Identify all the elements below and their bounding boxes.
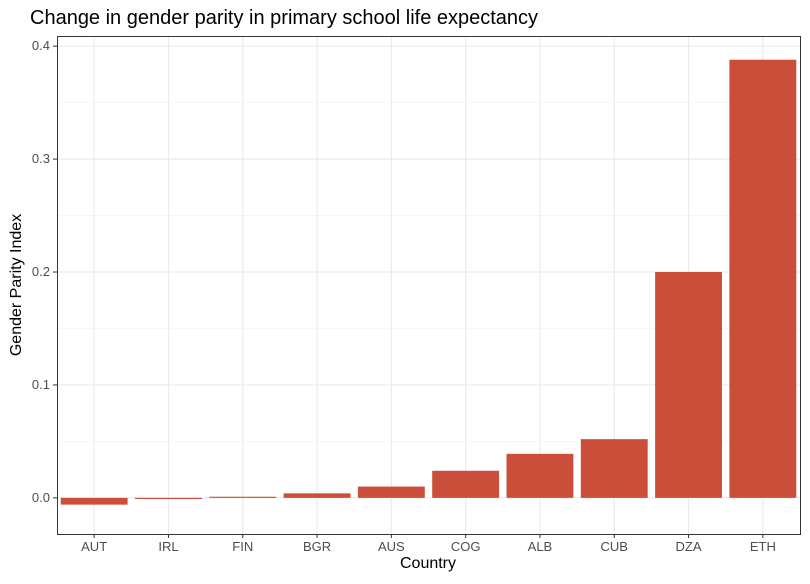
bar-cub: [580, 439, 648, 498]
bar-irl: [135, 497, 202, 499]
y-tick-label: 0.2: [32, 264, 50, 279]
bar-dza: [655, 272, 722, 498]
x-tick-label: AUT: [81, 539, 107, 554]
y-tick-label: 0.4: [32, 38, 50, 53]
bar-fin: [209, 496, 277, 498]
bar-alb: [506, 453, 574, 498]
bar-eth: [729, 59, 797, 498]
x-tick-label: AUS: [378, 539, 405, 554]
x-tick-label: CUB: [601, 539, 628, 554]
panel-border: [57, 36, 801, 535]
x-tick-label: IRL: [158, 539, 178, 554]
bar-bgr: [283, 493, 351, 498]
y-tick-label: 0.0: [32, 490, 50, 505]
bar-cog: [432, 470, 500, 498]
y-tick-label: 0.3: [32, 151, 50, 166]
y-tick-label: 0.1: [32, 377, 50, 392]
x-tick-label: DZA: [676, 539, 702, 554]
x-axis-label: Country: [400, 555, 456, 572]
chart-title: Change in gender parity in primary schoo…: [30, 7, 538, 29]
bar-aut: [60, 497, 128, 505]
y-axis-label: Gender Parity Index: [8, 214, 25, 356]
x-tick-label: FIN: [232, 539, 253, 554]
x-tick-label: ALB: [528, 539, 553, 554]
x-tick-label: BGR: [303, 539, 331, 554]
x-tick-label: ETH: [750, 539, 776, 554]
x-tick-label: COG: [451, 539, 481, 554]
bar-aus: [357, 486, 425, 498]
